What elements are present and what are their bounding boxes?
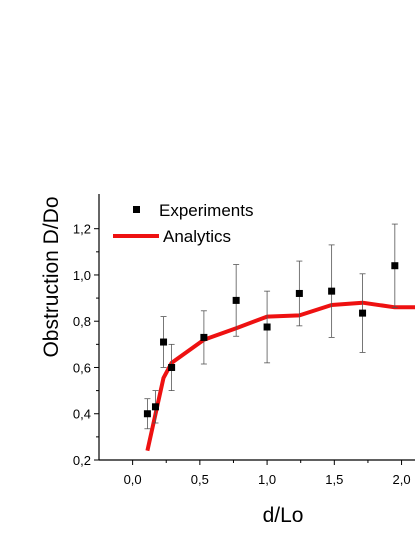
- experiment-marker: [359, 309, 367, 317]
- x-axis-title: d/Lo: [263, 504, 304, 527]
- experiment-point: [143, 398, 151, 430]
- plot-area: [143, 223, 415, 452]
- legend: Experiments Analytics: [113, 201, 253, 246]
- experiment-point: [263, 290, 271, 364]
- experiment-marker: [151, 403, 159, 411]
- x-tick-label: 0,0: [124, 472, 142, 487]
- experiment-point: [359, 273, 367, 353]
- experiment-marker: [328, 287, 336, 295]
- experiment-marker: [295, 289, 303, 297]
- y-axis-title: Obstruction D/Do: [40, 196, 63, 357]
- experiment-marker: [391, 262, 399, 270]
- experiment-marker: [143, 410, 151, 418]
- experiment-marker: [263, 323, 271, 331]
- experiment-point: [168, 343, 176, 392]
- legend-label-analytics: Analytics: [163, 227, 231, 246]
- experiment-point: [200, 310, 208, 365]
- experiment-marker: [232, 296, 240, 304]
- y-tick-label: 0,4: [73, 407, 91, 422]
- x-tick-label: 1,0: [258, 472, 276, 487]
- experiment-point: [295, 260, 303, 327]
- analytics-line: [145, 300, 415, 452]
- experiment-point: [160, 316, 168, 368]
- experiment-point: [328, 244, 336, 338]
- experiment-marker: [200, 333, 208, 341]
- legend-marker-experiments: [133, 206, 140, 213]
- experiment-point: [151, 390, 159, 424]
- axes: [94, 194, 415, 465]
- y-tick-label: 1,0: [73, 268, 91, 283]
- x-tick-label: 2,0: [393, 472, 411, 487]
- experiment-point: [232, 264, 240, 337]
- x-tick-label: 1,5: [325, 472, 343, 487]
- experiment-marker: [168, 363, 176, 371]
- y-tick-label: 0,2: [73, 453, 91, 468]
- experiment-marker: [160, 338, 168, 346]
- y-tick-label: 0,8: [73, 314, 91, 329]
- y-tick-label: 1,2: [73, 222, 91, 237]
- tick-labels: 0,2 0,4 0,6 0,8 1,0 1,2 0,0 0,5 1,0 1,5 2,0: [73, 222, 411, 487]
- x-tick-label: 0,5: [191, 472, 209, 487]
- y-tick-label: 0,6: [73, 360, 91, 375]
- legend-label-experiments: Experiments: [159, 201, 253, 220]
- experiment-point: [391, 223, 399, 308]
